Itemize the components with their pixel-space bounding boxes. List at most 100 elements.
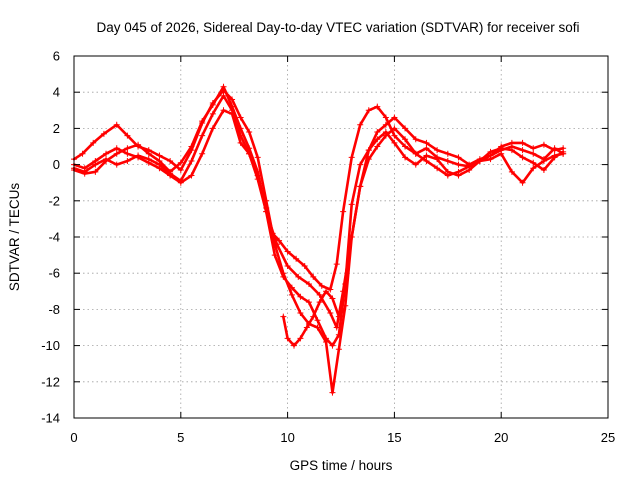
data-point — [124, 132, 131, 139]
data-point — [310, 313, 317, 320]
data-point — [314, 317, 321, 324]
data-point — [113, 150, 120, 157]
data-point — [295, 273, 302, 280]
data-point — [113, 145, 120, 152]
data-point — [348, 201, 355, 208]
data-point — [530, 145, 537, 152]
data-point — [412, 150, 419, 157]
data-point — [365, 107, 372, 114]
data-point — [103, 157, 110, 164]
data-point — [246, 129, 253, 136]
data-point — [280, 270, 287, 277]
data-point — [220, 83, 227, 90]
data-point — [423, 157, 430, 164]
data-point — [246, 150, 253, 157]
data-point — [297, 310, 304, 317]
data-point — [434, 156, 441, 163]
data-point — [365, 147, 372, 154]
y-tick-label: -6 — [48, 266, 60, 281]
data-point — [382, 132, 389, 139]
data-point — [382, 121, 389, 128]
data-point — [391, 125, 398, 132]
data-point — [135, 154, 142, 161]
data-point — [391, 139, 398, 146]
data-point — [199, 132, 206, 139]
data-point — [188, 157, 195, 164]
y-tick-label: -2 — [48, 193, 60, 208]
series-line — [72, 109, 565, 395]
data-point — [316, 299, 323, 306]
data-point — [199, 118, 206, 125]
data-point — [466, 163, 473, 170]
data-point — [301, 262, 308, 269]
data-point — [246, 145, 253, 152]
data-point — [560, 150, 567, 157]
data-point — [342, 302, 349, 309]
data-point — [335, 313, 342, 320]
data-point — [284, 335, 291, 342]
data-point — [310, 273, 317, 280]
data-point — [113, 161, 120, 168]
data-point — [530, 159, 537, 166]
data-point — [291, 342, 298, 349]
data-point — [156, 152, 163, 159]
data-point — [335, 346, 342, 353]
data-point — [434, 165, 441, 172]
y-axis-label: SDTVAR / TECUs — [7, 183, 22, 292]
data-point — [519, 147, 526, 154]
data-point — [508, 147, 515, 154]
data-point — [92, 157, 99, 164]
y-tick-label: 2 — [53, 121, 60, 136]
y-tick-label: 4 — [53, 85, 60, 100]
data-point — [348, 154, 355, 161]
data-point — [199, 150, 206, 157]
chart-title: Day 045 of 2026, Sidereal Day-to-day VTE… — [97, 20, 580, 35]
data-point — [329, 295, 336, 302]
data-point — [229, 110, 236, 117]
data-point — [333, 261, 340, 268]
y-tick-label: 6 — [53, 49, 60, 64]
data-point — [519, 154, 526, 161]
x-tick-label: 25 — [601, 430, 615, 445]
data-point — [303, 324, 310, 331]
data-point — [297, 293, 304, 300]
data-point — [374, 143, 381, 150]
data-point — [209, 125, 216, 132]
data-point — [329, 389, 336, 396]
data-point — [551, 152, 558, 159]
data-point — [188, 143, 195, 150]
data-point — [209, 110, 216, 117]
data-point — [327, 310, 334, 317]
series-track-2 — [71, 92, 567, 331]
data-point — [374, 136, 381, 143]
data-point — [340, 208, 347, 215]
data-point — [284, 262, 291, 269]
data-point — [156, 165, 163, 172]
data-point — [508, 139, 515, 146]
y-tick-label: -14 — [41, 411, 60, 426]
x-tick-label: 0 — [70, 430, 77, 445]
data-point — [519, 179, 526, 186]
data-point — [329, 342, 336, 349]
data-point — [323, 338, 330, 345]
data-point — [229, 103, 236, 110]
data-point — [508, 168, 515, 175]
data-point — [423, 145, 430, 152]
data-point — [374, 103, 381, 110]
x-axis-label: GPS time / hours — [290, 458, 393, 473]
data-point — [124, 157, 131, 164]
series-track-3 — [71, 83, 567, 349]
data-point — [263, 205, 270, 212]
x-tick-label: 5 — [177, 430, 184, 445]
data-point — [530, 165, 537, 172]
data-point — [357, 183, 364, 190]
data-point — [177, 179, 184, 186]
data-point — [402, 143, 409, 150]
data-point — [297, 335, 304, 342]
data-point — [237, 139, 244, 146]
y-tick-label: 0 — [53, 157, 60, 172]
data-point — [412, 161, 419, 168]
data-point — [220, 92, 227, 99]
data-point — [498, 150, 505, 157]
